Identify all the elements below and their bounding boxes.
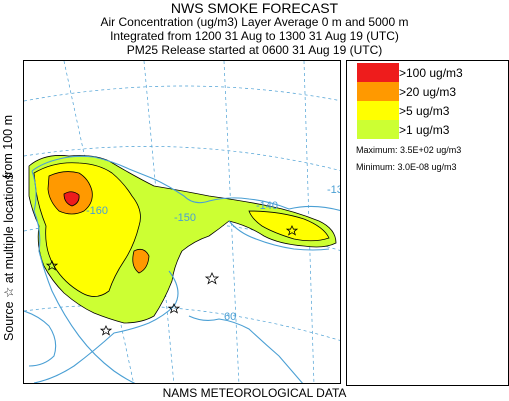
- legend-label-1: >1 ug/m3: [399, 123, 450, 137]
- grid-label: -160: [86, 205, 108, 217]
- source-star-icon: [45, 260, 59, 271]
- grid-label: -150: [174, 212, 196, 224]
- map-canvas: -160 -150 -140 -130 60: [24, 61, 341, 383]
- source-star-icon: [285, 225, 299, 236]
- grid-labels: -160 -150 -140 -130 60: [86, 184, 341, 323]
- grid-label: -130: [327, 184, 341, 196]
- legend-minimum: Minimum: 3.0E-08 ug/m3: [356, 162, 457, 172]
- concentration-subtitle: Air Concentration (ug/m3) Layer Average …: [100, 15, 409, 29]
- source-markers: [45, 225, 299, 336]
- forecast-title: NWS SMOKE FORECAST: [170, 0, 339, 16]
- source-locations-text: Source ☆ at multiple locations: [2, 173, 16, 341]
- legend-label-100: >100 ug/m3: [399, 66, 463, 80]
- legend-maximum: Maximum: 3.5E+02 ug/m3: [356, 145, 462, 155]
- source-star-icon: [99, 325, 113, 336]
- legend-swatch-1: [357, 120, 399, 139]
- grid-label: -140: [256, 200, 278, 212]
- smoke-region-level4: [63, 191, 80, 207]
- grid-label: 60: [224, 311, 236, 323]
- source-star-icon: [204, 272, 220, 285]
- source-star-icon: [167, 303, 181, 314]
- legend-swatch-5: [357, 101, 399, 120]
- coastline: [24, 155, 340, 383]
- legend-swatch-20: [357, 82, 399, 101]
- smoke-region-level2: [33, 162, 330, 297]
- legend-label-20: >20 ug/m3: [399, 85, 457, 99]
- legend-label-5: >5 ug/m3: [399, 104, 450, 118]
- source-height-text: from 100 m: [1, 115, 15, 179]
- legend-panel: >100 ug/m3 >20 ug/m3 >5 ug/m3 >1 ug/m3 M…: [346, 60, 509, 386]
- legend-swatch-100: [357, 63, 399, 82]
- data-source-footer: NAMS METEOROLOGICAL DATA: [162, 386, 347, 400]
- release-info: PM25 Release started at 0600 31 Aug 19 (…: [126, 43, 383, 57]
- integration-period: Integrated from 1200 31 Aug to 1300 31 A…: [110, 29, 399, 43]
- source-side-label: Source ☆ at multiple locations from 100 …: [1, 115, 17, 341]
- smoke-map: -160 -150 -140 -130 60: [23, 60, 341, 384]
